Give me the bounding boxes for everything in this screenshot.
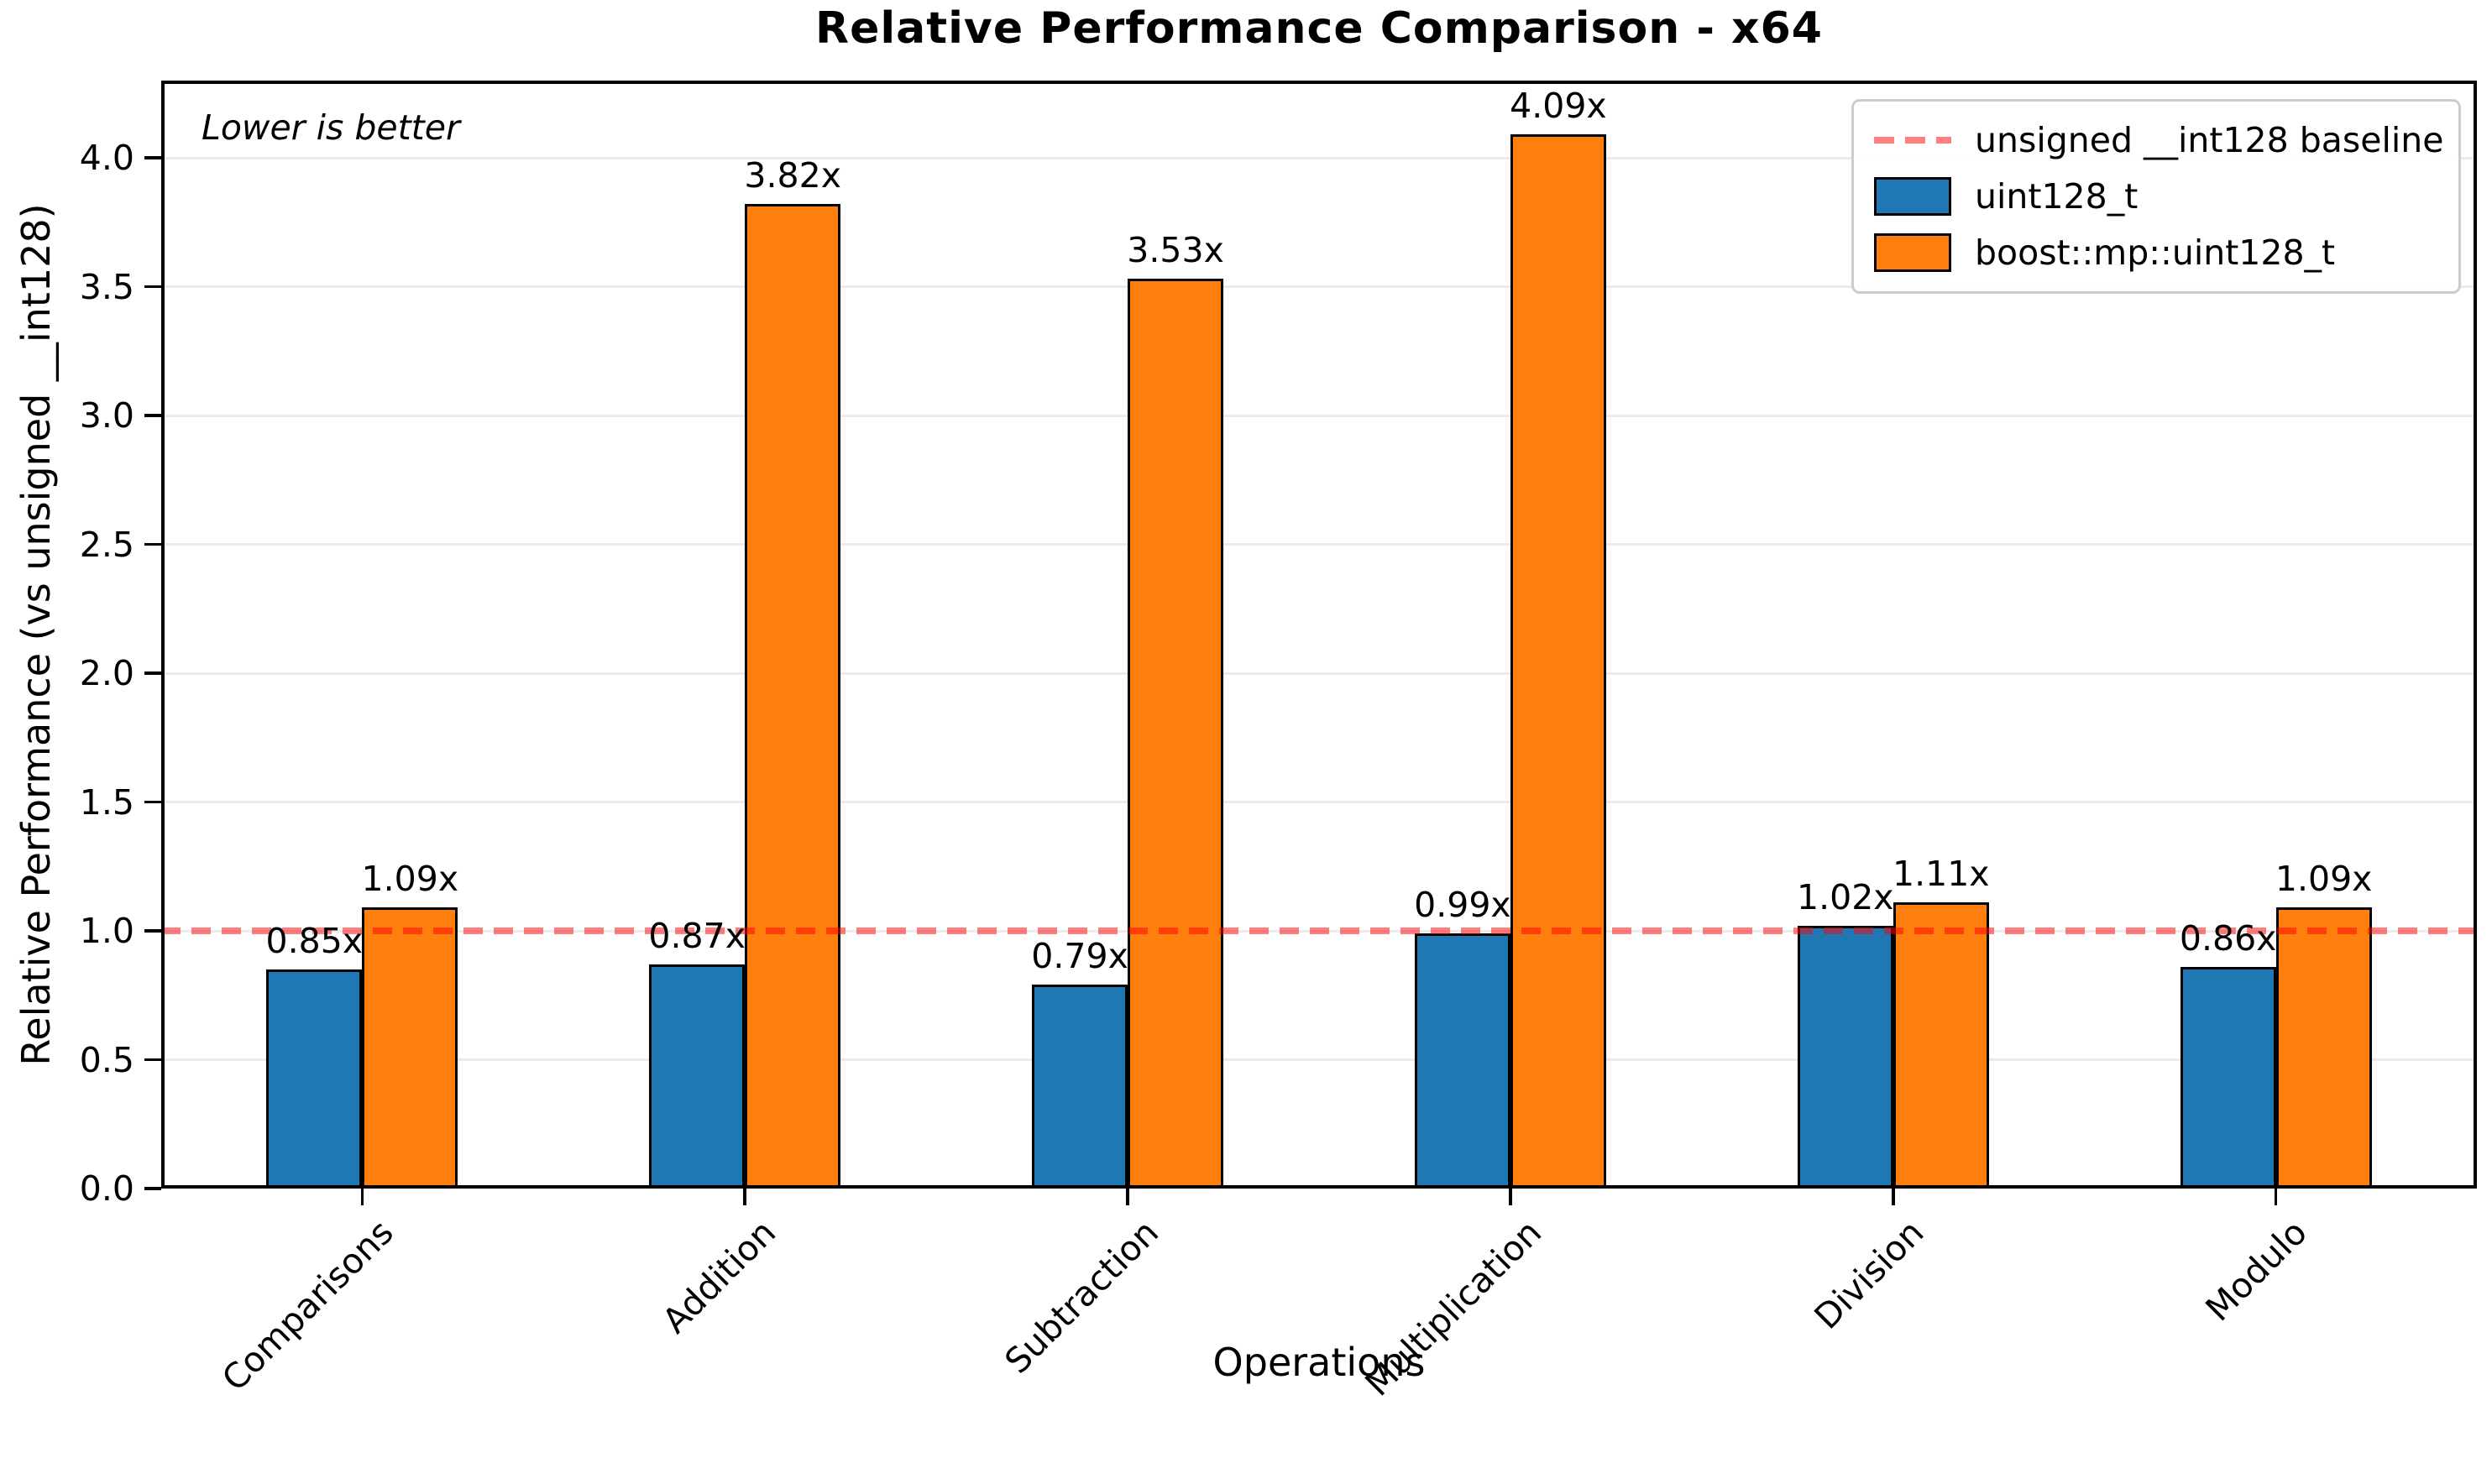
baseline-line	[161, 928, 2477, 935]
legend-item-baseline: unsigned __int128 baseline	[1874, 120, 2444, 160]
lower-is-better-note: Lower is better	[202, 107, 460, 148]
y-tick-label: 0.5	[79, 1039, 134, 1080]
bar-boost-mp-uint128-t	[362, 907, 458, 1189]
legend-label-boost-mp-uint128-t: boost::mp::uint128_t	[1975, 233, 2336, 274]
y-tick	[144, 671, 161, 675]
chart-title: Relative Performance Comparison - x64	[815, 3, 1823, 54]
gridline	[161, 671, 2477, 675]
gridline	[161, 156, 2477, 159]
bar-boost-mp-uint128-t	[745, 204, 841, 1189]
y-tick-label: 1.0	[79, 911, 134, 952]
legend-label-uint128-t: uint128_t	[1975, 175, 2139, 217]
bar-value-label: 1.09x	[2275, 859, 2373, 900]
bar-value-label: 0.79x	[1031, 936, 1128, 977]
bar-boost-mp-uint128-t	[1893, 902, 1989, 1189]
bar-uint128-t	[266, 969, 363, 1189]
gridline	[161, 285, 2477, 289]
bar-value-label: 1.09x	[361, 859, 459, 900]
legend-label-baseline: unsigned __int128 baseline	[1975, 119, 2444, 160]
y-tick-label: 3.5	[79, 266, 134, 307]
gridline	[161, 543, 2477, 546]
gridline	[161, 1058, 2477, 1061]
y-tick-label: 4.0	[79, 138, 134, 179]
bar-boost-mp-uint128-t	[1128, 279, 1224, 1189]
y-tick	[144, 800, 161, 804]
y-tick	[144, 1058, 161, 1062]
y-tick-label: 2.0	[79, 653, 134, 694]
orange-swatch-icon	[1874, 233, 1951, 273]
blue-swatch-icon	[1874, 176, 1951, 216]
x-tick-label: Division	[1806, 1212, 1932, 1337]
legend-item-boost-mp-uint128-t: boost::mp::uint128_t	[1874, 233, 2438, 273]
x-tick-label: Modulo	[2197, 1212, 2315, 1330]
gridline	[161, 801, 2477, 804]
y-tick-label: 1.5	[79, 781, 134, 823]
bar-value-label: 1.02x	[1797, 876, 1894, 917]
y-tick	[144, 929, 161, 933]
bar-value-label: 1.11x	[1893, 854, 1990, 895]
bar-uint128-t	[1032, 985, 1128, 1189]
x-tick	[1509, 1189, 1512, 1205]
bar-value-label: 4.09x	[1510, 86, 1607, 127]
bar-value-label: 0.87x	[648, 915, 746, 956]
y-tick	[144, 156, 161, 159]
gridline	[161, 414, 2477, 417]
y-tick	[144, 1187, 161, 1190]
x-tick-label: Addition	[654, 1212, 784, 1341]
bar-value-label: 0.99x	[1414, 885, 1511, 926]
bar-value-label: 0.85x	[265, 921, 364, 962]
bar-value-label: 3.82x	[744, 155, 841, 196]
x-tick	[360, 1189, 364, 1205]
y-tick	[144, 285, 161, 289]
y-tick	[144, 414, 161, 417]
y-tick	[144, 542, 161, 546]
bar-uint128-t	[2180, 967, 2276, 1189]
legend: unsigned __int128 baseline uint128_t boo…	[1851, 99, 2461, 294]
legend-item-uint128-t: uint128_t	[1874, 176, 2438, 217]
dashed-baseline-icon	[1874, 136, 1951, 144]
x-tick	[1892, 1189, 1895, 1205]
x-axis-label: Operations	[1212, 1340, 1426, 1385]
bar-uint128-t	[1797, 925, 1893, 1189]
x-tick	[743, 1189, 746, 1205]
x-tick	[1126, 1189, 1129, 1205]
y-tick-label: 0.0	[79, 1168, 134, 1209]
bar-value-label: 0.86x	[2179, 918, 2277, 959]
y-tick-label: 3.0	[79, 395, 134, 436]
bar-uint128-t	[649, 964, 746, 1189]
y-tick-label: 2.5	[79, 524, 134, 565]
bar-value-label: 3.53x	[1127, 230, 1224, 271]
bar-uint128-t	[1414, 933, 1510, 1189]
x-tick	[2274, 1189, 2278, 1205]
bar-boost-mp-uint128-t	[1510, 134, 1606, 1189]
